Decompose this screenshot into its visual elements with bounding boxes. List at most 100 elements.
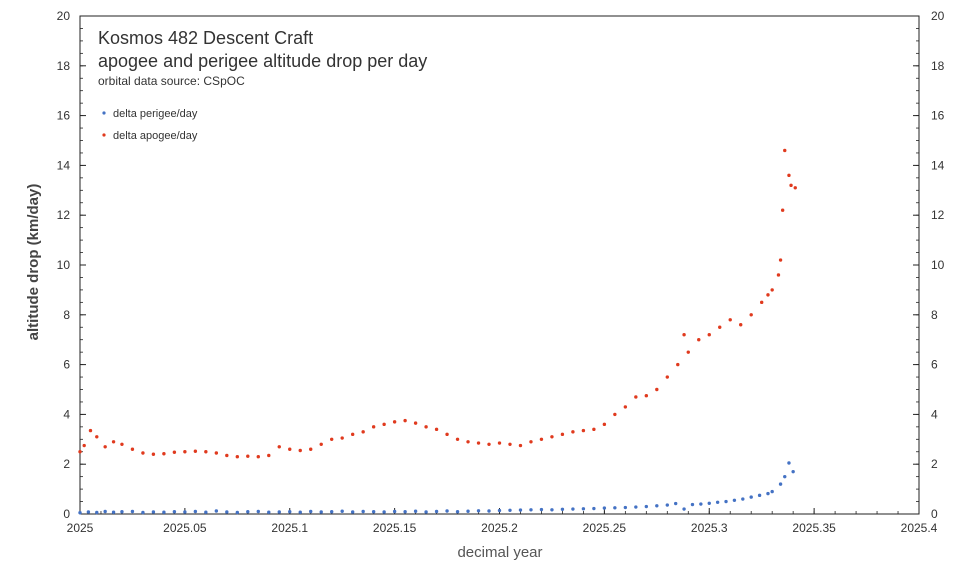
legend-label-apogee: delta apogee/day (113, 130, 198, 142)
data-point (529, 508, 533, 512)
y-tick-label-right: 2 (931, 457, 938, 471)
data-point (673, 501, 678, 506)
data-point (644, 394, 649, 398)
y-tick-label-left: 2 (63, 457, 70, 471)
data-point (741, 497, 745, 501)
x-tick-label: 2025.2 (481, 521, 518, 535)
data-point (518, 443, 523, 448)
series-layer (78, 148, 797, 515)
data-point (487, 442, 491, 446)
data-point (95, 510, 99, 515)
data-point (539, 437, 544, 441)
data-point (715, 500, 720, 504)
data-point (757, 493, 762, 498)
data-point (309, 509, 313, 514)
data-point (778, 258, 783, 262)
data-point (111, 510, 116, 514)
data-point (361, 509, 365, 514)
data-point (682, 507, 686, 511)
data-point (550, 435, 554, 439)
data-point (403, 510, 407, 514)
data-point (529, 440, 533, 444)
data-point (787, 461, 791, 465)
data-source: orbital data source: CSpOC (98, 74, 245, 88)
data-point (382, 422, 386, 427)
plot-frame (79, 15, 920, 515)
x-tick-label: 2025.25 (583, 521, 627, 535)
y-tick-label-left: 20 (57, 9, 71, 23)
data-point (330, 510, 334, 514)
data-point (225, 453, 229, 458)
data-point (793, 186, 797, 190)
data-point (732, 498, 737, 503)
data-point (214, 509, 219, 513)
data-point (340, 509, 344, 513)
y-tick-label-left: 10 (57, 258, 71, 272)
data-point (78, 511, 82, 515)
data-point (130, 447, 135, 451)
data-point (413, 509, 418, 513)
data-point (571, 430, 575, 434)
data-point (371, 425, 376, 429)
data-point (644, 504, 649, 509)
y-tick-label-left: 16 (57, 109, 71, 123)
y-tick-label-right: 20 (931, 9, 945, 23)
data-point (298, 448, 302, 453)
y-tick-label-left: 4 (63, 407, 70, 421)
data-point (204, 510, 208, 514)
data-point (613, 506, 617, 510)
data-point (766, 491, 770, 496)
legend-marker-perigee (102, 111, 106, 115)
data-point (682, 333, 686, 337)
data-point (749, 495, 753, 499)
data-point (82, 443, 86, 448)
data-point (690, 502, 695, 507)
data-point (382, 510, 386, 514)
data-point (371, 510, 376, 514)
data-point (686, 350, 690, 354)
y-tick-label-right: 4 (931, 407, 938, 421)
data-point (392, 509, 397, 514)
data-point (361, 430, 365, 434)
series-0 (78, 461, 795, 515)
data-point (718, 325, 722, 329)
x-axis-label: decimal year (457, 544, 542, 561)
data-point (665, 503, 669, 507)
data-point (204, 450, 208, 454)
data-point (766, 293, 770, 297)
data-point (246, 510, 250, 514)
data-point (613, 412, 617, 417)
series-1 (78, 148, 797, 459)
y-tick-label-left: 0 (63, 507, 70, 521)
data-point (778, 482, 783, 486)
data-point (655, 387, 659, 392)
data-point (111, 440, 116, 444)
data-point (550, 508, 554, 512)
y-tick-label-left: 8 (63, 308, 70, 322)
data-point (707, 333, 711, 337)
data-point (120, 442, 124, 446)
data-point (267, 510, 271, 514)
data-point (277, 445, 281, 449)
data-point (780, 208, 785, 212)
data-point (707, 501, 711, 505)
data-point (141, 451, 145, 455)
x-tick-label: 2025.15 (373, 521, 417, 535)
data-point (581, 507, 586, 511)
data-point (466, 509, 470, 513)
data-point (602, 422, 607, 427)
data-point (455, 510, 460, 514)
data-point (413, 421, 418, 425)
data-point (497, 508, 502, 513)
data-point (225, 510, 229, 514)
data-point (103, 509, 107, 514)
data-point (288, 447, 292, 451)
y-axis-left: 0 2 4 6 8 10 12 14 16 18 20 (57, 9, 86, 521)
data-point (783, 148, 787, 153)
data-point (728, 318, 732, 322)
y-tick-label-right: 10 (931, 258, 945, 272)
y-tick-label-right: 0 (931, 507, 938, 521)
data-point (183, 450, 187, 454)
data-point (445, 509, 449, 513)
data-point (697, 338, 701, 342)
